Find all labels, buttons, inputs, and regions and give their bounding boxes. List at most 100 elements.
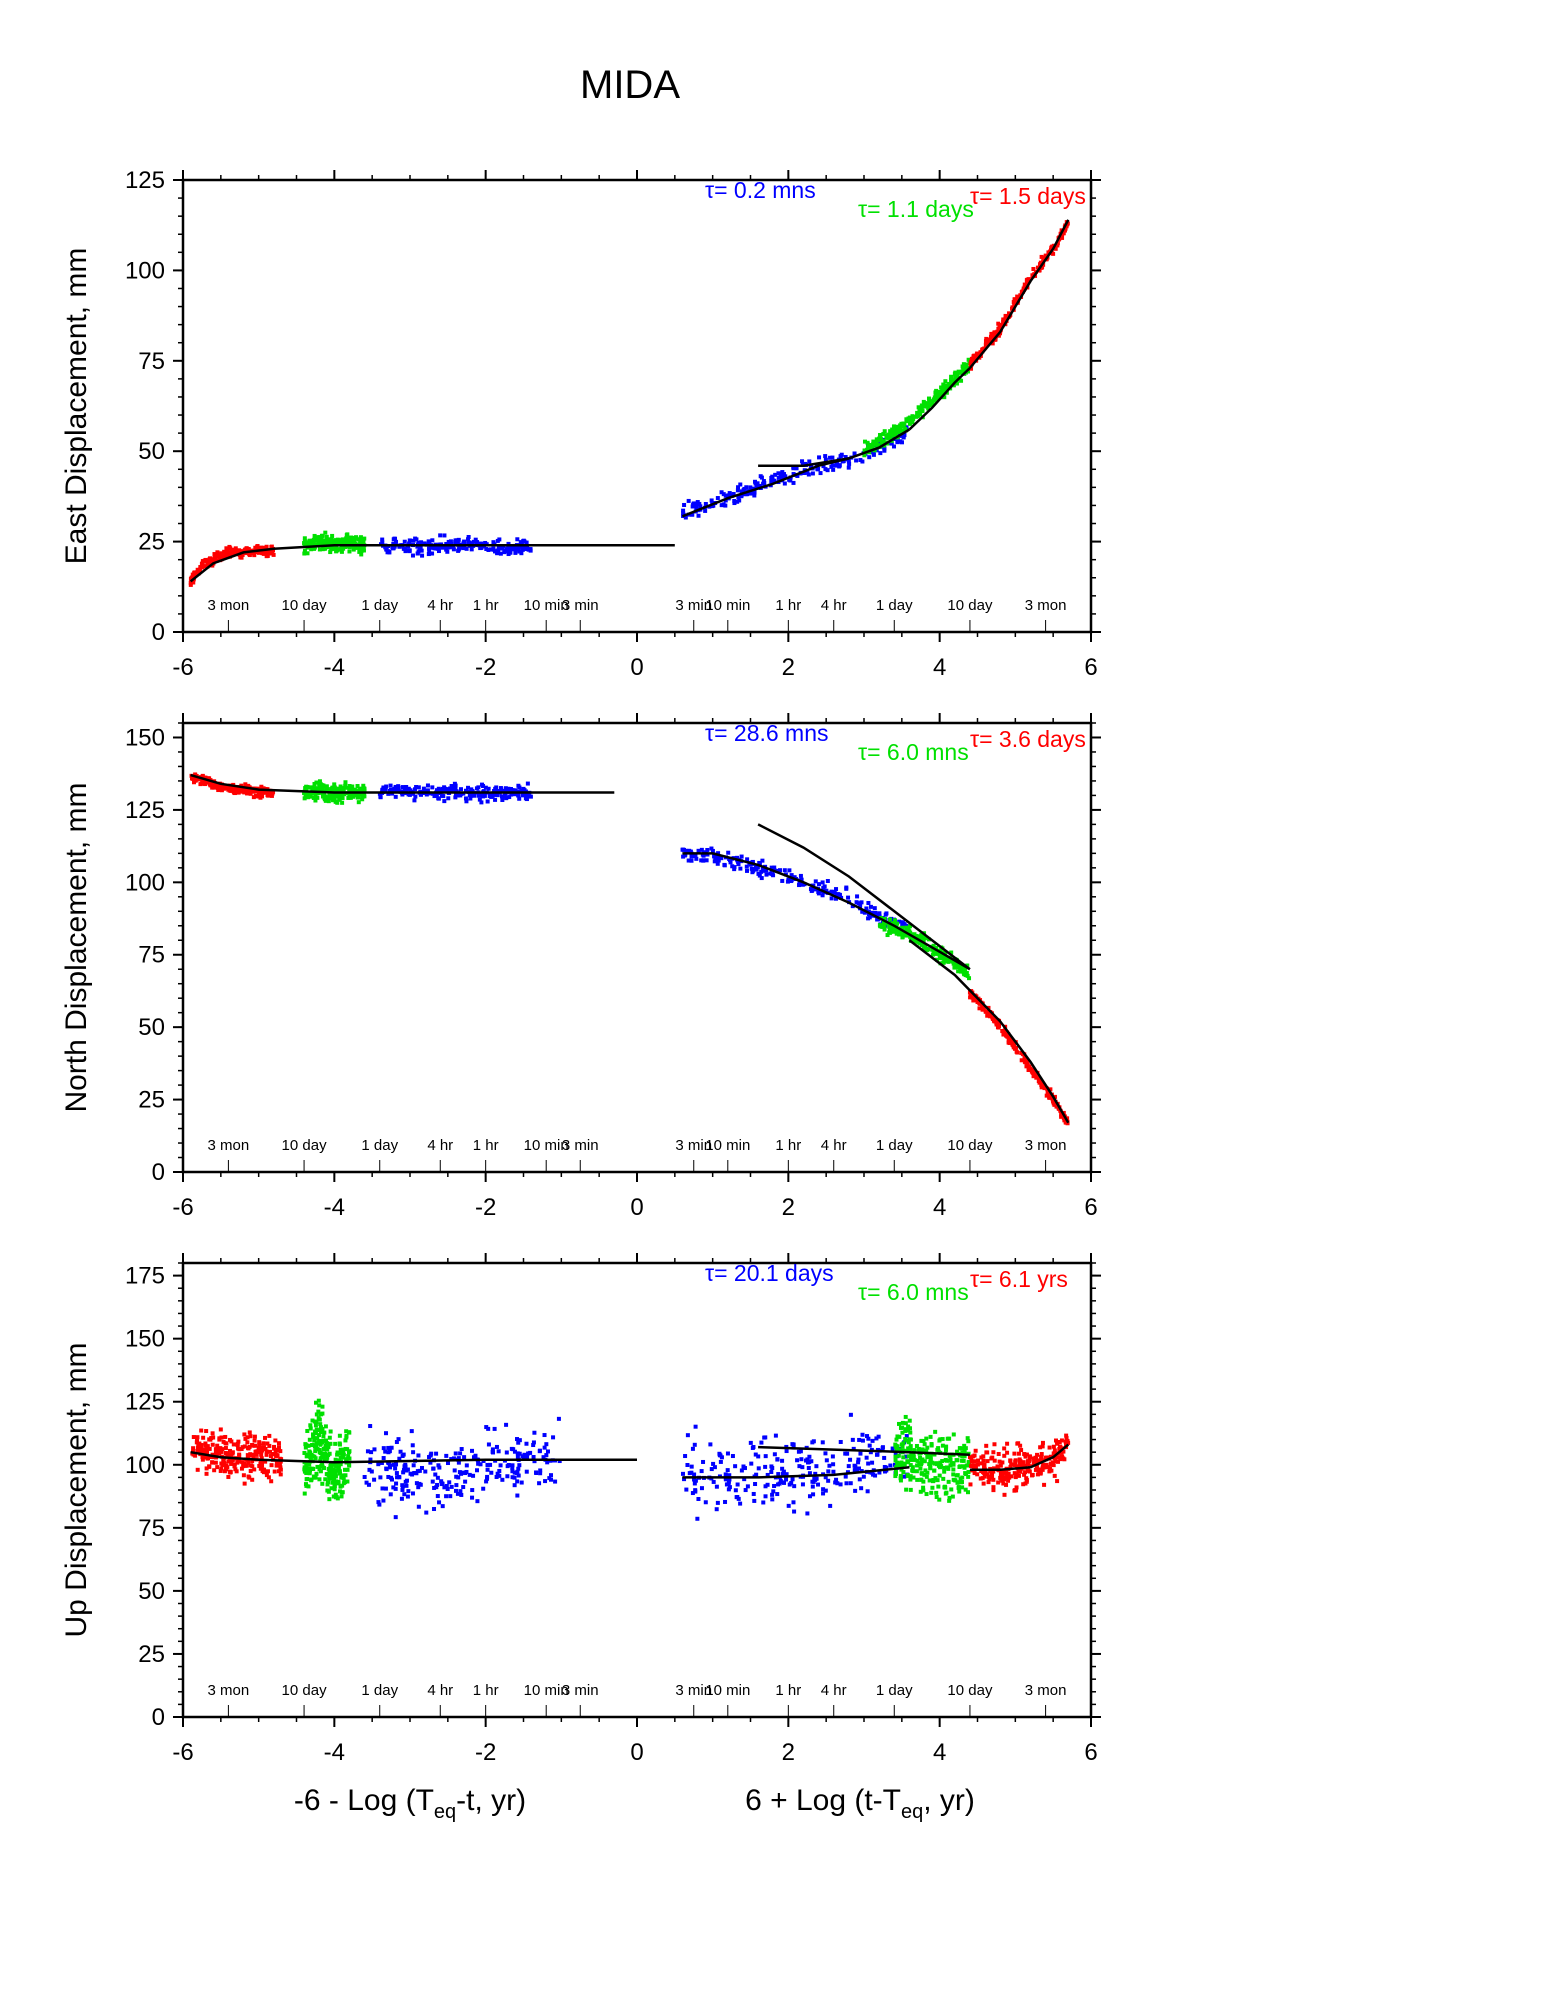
x-tick-label: 0 (630, 654, 643, 681)
data-point (991, 1488, 996, 1493)
data-point (480, 544, 485, 549)
data-point (922, 1442, 927, 1447)
data-point (851, 1446, 856, 1451)
data-point (386, 1474, 391, 1479)
data-point (809, 1459, 814, 1464)
data-point (305, 1428, 310, 1433)
data-point (952, 378, 957, 383)
data-point (339, 549, 344, 554)
data-point (404, 1483, 409, 1488)
data-point (468, 791, 473, 796)
x-tick-label: 0 (630, 1739, 643, 1766)
data-point (1022, 1059, 1027, 1064)
data-point (831, 1462, 836, 1467)
data-point (874, 1452, 879, 1457)
data-point (543, 1479, 548, 1484)
data-point (323, 798, 328, 803)
data-point (735, 1482, 740, 1487)
data-point (940, 1437, 945, 1442)
data-point (415, 544, 420, 549)
data-point (381, 1456, 386, 1461)
data-point (1014, 1485, 1019, 1490)
data-point (730, 1454, 735, 1459)
data-point (312, 533, 317, 538)
data-point (998, 325, 1003, 330)
data-point (394, 1481, 399, 1486)
data-point (525, 793, 530, 798)
data-point (966, 357, 971, 362)
data-point (770, 1492, 775, 1497)
data-point (344, 1457, 349, 1462)
data-point (236, 1439, 241, 1444)
data-point (682, 847, 687, 852)
data-point (898, 1425, 903, 1430)
data-point (918, 1466, 923, 1471)
data-point (317, 779, 322, 784)
data-point (781, 472, 786, 477)
data-point (893, 1442, 898, 1447)
data-point (738, 1501, 743, 1506)
data-point (1006, 1038, 1011, 1043)
data-point (1005, 1450, 1010, 1455)
y-tick-label: 25 (138, 1087, 165, 1114)
y-tick-label: 75 (138, 942, 165, 969)
data-point (412, 798, 417, 803)
data-point (468, 541, 473, 546)
data-point (994, 1022, 999, 1027)
data-point (875, 917, 880, 922)
data-point (263, 1435, 268, 1440)
data-point (847, 461, 852, 466)
data-point (376, 1462, 381, 1467)
data-point (864, 906, 869, 911)
data-point (803, 461, 808, 466)
data-point (426, 552, 431, 557)
data-point (745, 857, 750, 862)
y-axis-label: East Displacement, mm (60, 248, 93, 565)
data-point (230, 1451, 235, 1456)
data-point (484, 546, 489, 551)
data-point (204, 1447, 209, 1452)
data-point (690, 1491, 695, 1496)
data-point (456, 547, 461, 552)
data-point (279, 1457, 284, 1462)
data-point (307, 1466, 312, 1471)
time-annotation: 3 min (675, 597, 712, 614)
data-point (451, 545, 456, 550)
data-point (478, 546, 483, 551)
data-point (936, 1484, 941, 1489)
data-point (219, 552, 224, 557)
data-point (856, 1457, 861, 1462)
data-point (516, 1473, 521, 1478)
data-point (303, 786, 308, 791)
data-point (318, 1422, 323, 1427)
data-point (437, 1465, 442, 1470)
data-point (232, 791, 237, 796)
data-point (525, 1455, 530, 1460)
data-point (866, 901, 871, 906)
data-point (967, 976, 972, 981)
data-point (1001, 1031, 1006, 1036)
data-point (259, 1452, 264, 1457)
fit-curve (190, 1450, 637, 1464)
data-point (380, 1486, 385, 1491)
data-point (497, 1473, 502, 1478)
data-point (309, 547, 314, 552)
data-point (401, 1452, 406, 1457)
data-point (247, 1430, 252, 1435)
data-point (780, 1458, 785, 1463)
data-point (990, 1016, 995, 1021)
data-point (333, 1469, 338, 1474)
data-point (775, 1457, 780, 1462)
data-point (775, 1492, 780, 1497)
data-point (330, 533, 335, 538)
data-point (515, 1454, 520, 1459)
data-point (936, 1449, 941, 1454)
data-point (931, 952, 936, 957)
data-point (763, 1494, 768, 1499)
data-point (430, 785, 435, 790)
data-point (215, 550, 220, 555)
data-point (333, 538, 338, 543)
data-point (317, 547, 322, 552)
data-point (223, 1434, 228, 1439)
data-point (498, 1463, 503, 1468)
